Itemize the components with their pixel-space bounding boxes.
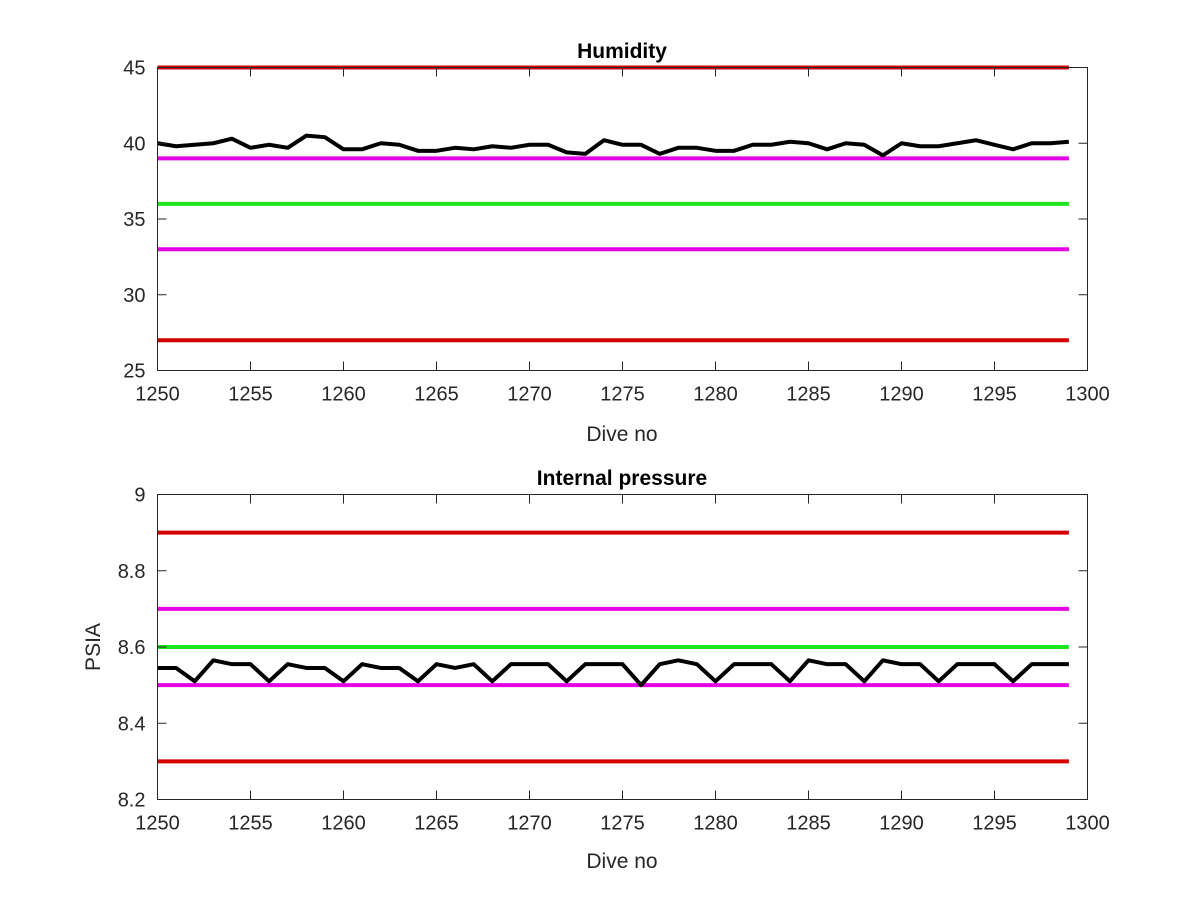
pressure-series-group bbox=[157, 530, 1069, 764]
pressure-x-tick-label: 1250 bbox=[135, 813, 180, 835]
pressure-x-tick-label: 1265 bbox=[414, 813, 459, 835]
humidity-chart: Humidity Dive no 1250 1255 1260 1265 1270 127… bbox=[123, 40, 1110, 446]
humidity-y-tick-label: 45 bbox=[123, 58, 145, 80]
pressure-x-tick-label: 1275 bbox=[600, 813, 645, 835]
pressure-y-tick-label: 8.2 bbox=[118, 790, 146, 812]
humidity-y-tick-label: 30 bbox=[123, 285, 145, 307]
humidity-x-tick-label: 1295 bbox=[972, 384, 1017, 406]
humidity-x-tick-label: 1280 bbox=[693, 384, 738, 406]
humidity-x-tick-label: 1260 bbox=[321, 384, 366, 406]
humidity-y-tick-label: 40 bbox=[123, 133, 145, 155]
pressure-series-line-5 bbox=[157, 658, 1069, 688]
pressure-x-tick-label: 1285 bbox=[786, 813, 831, 835]
humidity-series-group bbox=[157, 65, 1070, 343]
pressure-y-axis-label: PSIA bbox=[82, 623, 105, 671]
pressure-x-axis-label: Dive no bbox=[586, 850, 657, 873]
humidity-x-axis-label: Dive no bbox=[586, 423, 657, 446]
pressure-x-tick-label: 1300 bbox=[1065, 813, 1110, 835]
humidity-x-tick-label: 1265 bbox=[414, 384, 459, 406]
humidity-series-line-5 bbox=[157, 133, 1070, 158]
humidity-x-tick-label: 1285 bbox=[786, 384, 831, 406]
pressure-x-tick-label: 1290 bbox=[879, 813, 924, 835]
pressure-y-tick-label: 8.6 bbox=[118, 637, 146, 659]
pressure-chart-title: Internal pressure bbox=[537, 467, 707, 490]
pressure-y-tick-label: 9 bbox=[134, 485, 145, 507]
humidity-x-tick-label: 1250 bbox=[135, 384, 180, 406]
pressure-y-tick-label: 8.8 bbox=[118, 561, 146, 583]
pressure-x-tick-label: 1280 bbox=[693, 813, 738, 835]
humidity-x-tick-label: 1300 bbox=[1065, 384, 1110, 406]
humidity-x-tick-label: 1275 bbox=[600, 384, 645, 406]
humidity-y-tick-label: 25 bbox=[123, 361, 145, 383]
pressure-x-tick-label: 1260 bbox=[321, 813, 366, 835]
humidity-x-tick-label: 1270 bbox=[507, 384, 552, 406]
humidity-x-tick-label: 1255 bbox=[228, 384, 273, 406]
humidity-plot-area bbox=[157, 67, 1088, 371]
humidity-x-tick-label: 1290 bbox=[879, 384, 924, 406]
pressure-y-tick-label: 8.4 bbox=[118, 713, 146, 735]
pressure-plot-area bbox=[157, 494, 1088, 800]
internal-pressure-chart: Internal pressure Dive no PSIA 1250 1255 1… bbox=[82, 467, 1110, 873]
pressure-x-tick-label: 1270 bbox=[507, 813, 552, 835]
humidity-y-tick-label: 35 bbox=[123, 209, 145, 231]
pressure-x-tick-label: 1295 bbox=[972, 813, 1017, 835]
humidity-chart-title: Humidity bbox=[577, 40, 667, 63]
pressure-x-tick-label: 1255 bbox=[228, 813, 273, 835]
